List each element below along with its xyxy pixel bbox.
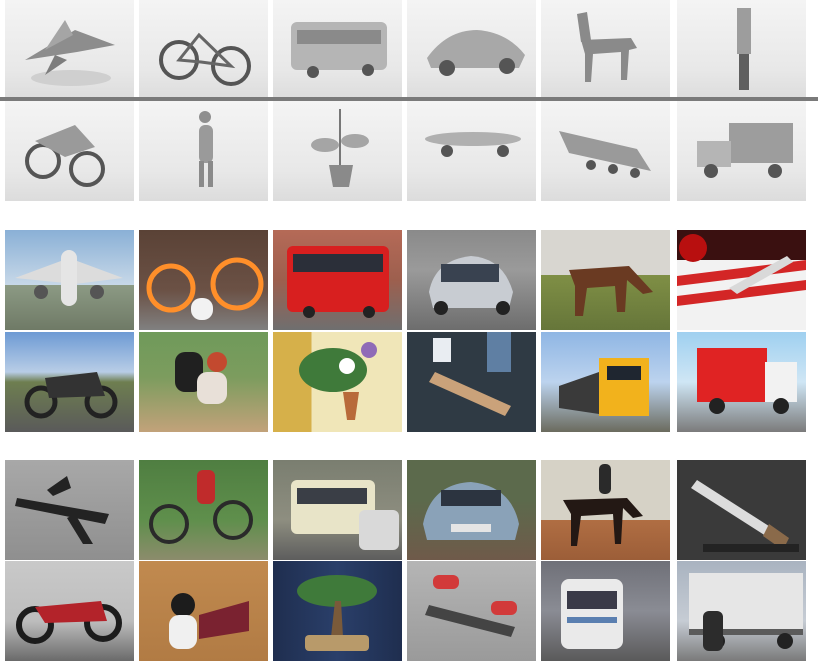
real-horse: [541, 230, 670, 330]
synthetic-horse: [541, 0, 670, 100]
video-row-2: [0, 561, 818, 661]
video-bus: [273, 460, 402, 560]
video-aeroplane: [5, 460, 134, 560]
synthetic-aeroplane: [5, 0, 134, 100]
real-person: [139, 332, 268, 432]
synthetic-bicycle: [139, 0, 268, 100]
real-plant: [273, 332, 402, 432]
video-car: [407, 460, 536, 560]
real-motorcycle: [5, 332, 134, 432]
real-row-2: [0, 332, 818, 432]
real-bicycle: [139, 230, 268, 330]
real-car: [407, 230, 536, 330]
video-motorcycle: [5, 561, 134, 661]
real-skateboard: [407, 332, 536, 432]
synthetic-group: [0, 0, 818, 201]
synthetic-car: [407, 0, 536, 100]
video-truck: [677, 561, 806, 661]
video-horse: [541, 460, 670, 560]
synthetic-row-1: [0, 0, 818, 100]
synthetic-plant: [273, 101, 402, 201]
video-train: [541, 561, 670, 661]
video-plant: [273, 561, 402, 661]
synthetic-person: [139, 101, 268, 201]
real-knife: [677, 230, 806, 330]
synthetic-row-separator: [0, 97, 818, 101]
video-knife: [677, 460, 806, 560]
video-skateboard: [407, 561, 536, 661]
synthetic-bus: [273, 0, 402, 100]
synthetic-knife: [677, 0, 806, 100]
video-person: [139, 561, 268, 661]
video-frames-group: [0, 460, 818, 661]
real-images-group: [0, 230, 818, 432]
synthetic-skateboard: [407, 101, 536, 201]
real-aeroplane: [5, 230, 134, 330]
synthetic-motorcycle: [5, 101, 134, 201]
real-bus: [273, 230, 402, 330]
real-truck: [677, 332, 806, 432]
real-row-1: [0, 230, 818, 330]
synthetic-train: [541, 101, 670, 201]
video-bicycle: [139, 460, 268, 560]
synthetic-truck: [677, 101, 806, 201]
real-train: [541, 332, 670, 432]
video-row-1: [0, 460, 818, 560]
synthetic-row-2: [0, 101, 818, 201]
